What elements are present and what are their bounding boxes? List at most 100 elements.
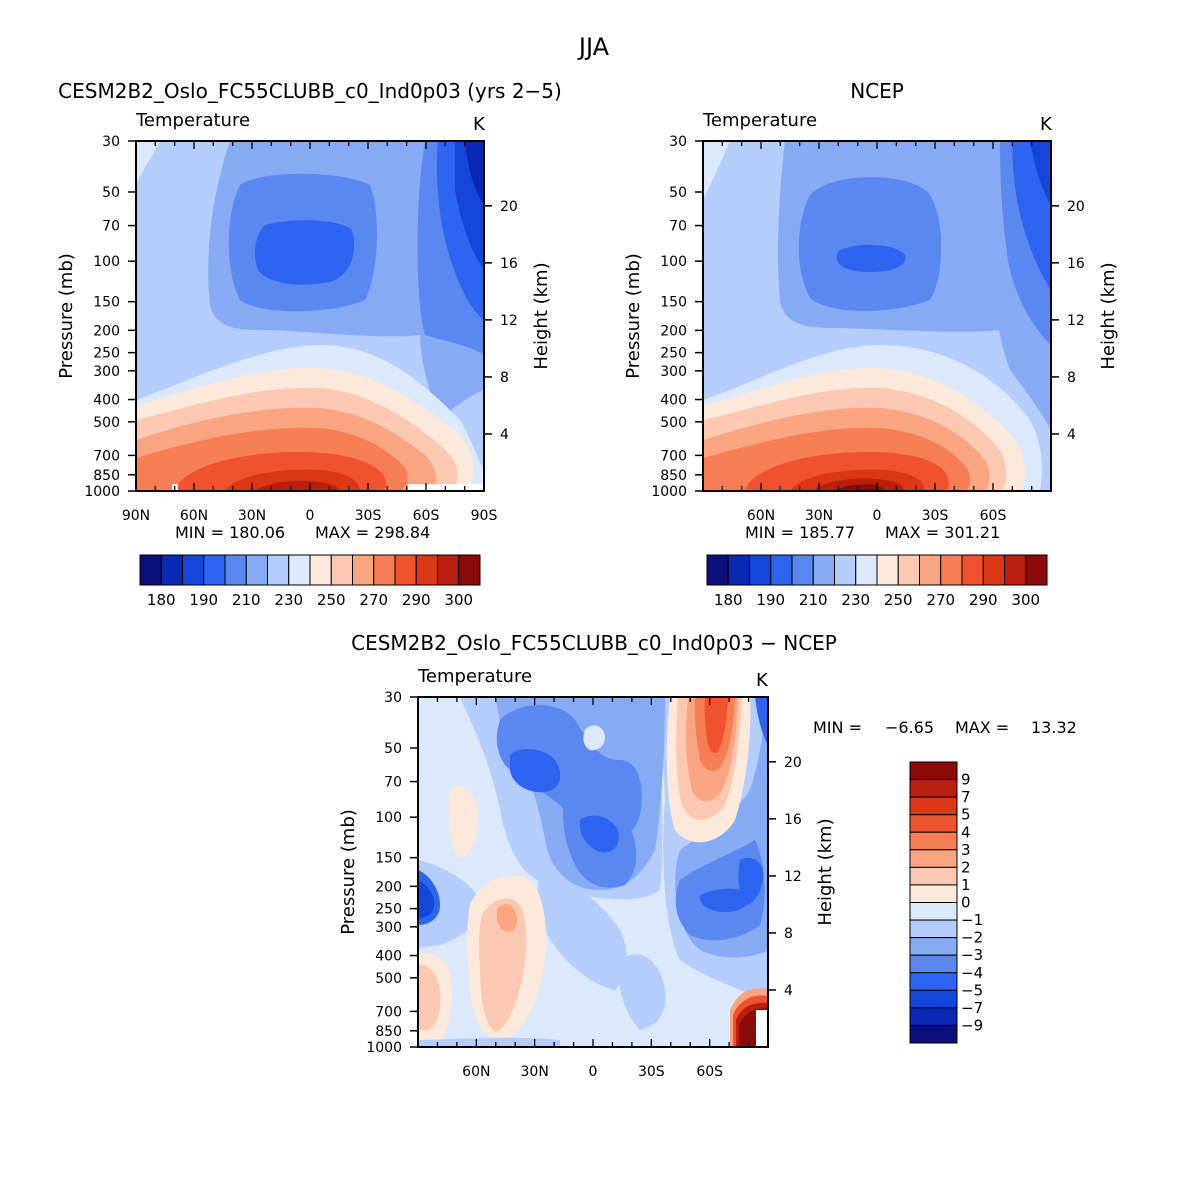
contour-band (418, 880, 435, 918)
colorbar-label: 1 (961, 876, 971, 894)
colorbar-swatch (330, 554, 353, 586)
height-tick-label: 12 (1067, 313, 1085, 329)
colorbar-swatch (749, 554, 772, 586)
latitude-tick-label: 0 (589, 1064, 598, 1080)
contour-band (537, 870, 627, 990)
latitude-tick-label: 60N (462, 1064, 490, 1080)
colorbar-swatch (909, 831, 958, 851)
panel-obs-units: K (1040, 114, 1053, 135)
contour-band (255, 480, 339, 491)
colorbar-label: 2 (961, 858, 971, 876)
colorbar-label: −2 (961, 929, 983, 947)
colorbar-label: 4 (961, 823, 971, 841)
missing-data (408, 484, 484, 491)
colorbar-swatch (909, 1007, 958, 1026)
contour-band (418, 964, 441, 1030)
colorbar-swatch (352, 554, 375, 586)
pressure-tick-label: 30 (102, 134, 120, 150)
contour-band (465, 141, 484, 205)
pressure-tick-label: 1000 (651, 484, 687, 500)
panel-obs-field (703, 141, 1051, 491)
height-tick-label: 8 (784, 926, 793, 942)
colorbar-label: −7 (961, 999, 983, 1017)
panel-obs: NCEP Temperature K 305070100150200250300… (623, 79, 1119, 542)
colorbar-swatch (224, 554, 247, 586)
contour-band (448, 786, 479, 858)
latitude-tick-label: 60N (180, 508, 208, 524)
colorbar-swatch (394, 554, 417, 586)
colorbar-swatch (834, 554, 857, 586)
figure-title: JJA (577, 33, 610, 61)
colorbar-label: 290 (402, 591, 431, 609)
colorbar-swatch (437, 554, 460, 586)
contour-band (836, 244, 906, 272)
panel-model-min: MIN = 180.06 (175, 523, 285, 542)
latitude-tick-label: 30N (521, 1064, 549, 1080)
pressure-tick-label: 250 (93, 346, 120, 362)
pressure-tick-label: 200 (93, 323, 120, 339)
pressure-tick-label: 50 (102, 185, 120, 201)
panel-model-units: K (473, 114, 486, 135)
colorbar-swatch (791, 554, 814, 586)
colorbar-swatch (288, 554, 311, 586)
contour-band (496, 904, 518, 932)
panel-difference: CESM2B2_Oslo_FC55CLUBB_c0_Ind0p03 − NCEP… (338, 631, 1077, 1080)
panel-model-field (136, 141, 484, 491)
contour-band (699, 888, 751, 912)
colorbar-swatch (909, 989, 958, 1009)
colorbar-label: 190 (189, 591, 218, 609)
panel-model-max: MAX = 298.84 (315, 523, 430, 542)
latitude-tick-label: 0 (306, 508, 315, 524)
contour-band (479, 898, 527, 1032)
colorbar-swatch (897, 554, 920, 586)
colorbar-swatch (909, 884, 958, 903)
pressure-tick-label: 300 (375, 920, 402, 936)
pressure-tick-label: 100 (93, 254, 120, 270)
panel-difference-variable: Temperature (417, 666, 532, 687)
missing-data (756, 1010, 768, 1047)
height-tick-label: 16 (1067, 256, 1085, 272)
height-tick-label: 4 (784, 983, 793, 999)
panel-obs-min: MIN = 185.77 (745, 523, 855, 542)
panel-model-variable: Temperature (135, 110, 250, 131)
pressure-tick-label: 300 (660, 364, 687, 380)
colorbar-swatch (909, 761, 958, 781)
height-tick-label: 8 (1067, 370, 1076, 386)
colorbar-label: 5 (961, 806, 971, 824)
latitude-tick-label: 30N (238, 508, 266, 524)
panel-obs-title: NCEP (850, 79, 904, 103)
colorbar-label: 230 (841, 591, 870, 609)
colorbar-label: −4 (961, 964, 983, 982)
colorbar-label: 300 (444, 591, 473, 609)
pressure-tick-label: 500 (93, 415, 120, 431)
pressure-tick-label: 150 (660, 295, 687, 311)
colorbar-swatch (961, 554, 984, 586)
latitude-tick-label: 30S (922, 508, 949, 524)
contour-band (738, 858, 764, 905)
contour-band (703, 141, 730, 200)
contour-band (835, 484, 884, 491)
contour-band (798, 176, 942, 312)
pressure-tick-label: 70 (384, 775, 402, 791)
colorbar-swatch (415, 554, 438, 586)
pressure-tick-label: 300 (93, 364, 120, 380)
height-axis-title: Height (km) (815, 818, 836, 925)
colorbar-swatch (909, 1024, 958, 1044)
height-tick-label: 8 (500, 370, 509, 386)
height-tick-label: 20 (1067, 199, 1085, 215)
pressure-tick-label: 50 (669, 185, 687, 201)
contour-band (136, 141, 160, 185)
colorbar-swatch (182, 554, 205, 586)
colorbar-swatch (909, 972, 958, 991)
colorbar-label: 300 (1011, 591, 1040, 609)
pressure-tick-label: 1000 (84, 484, 120, 500)
pressure-tick-label: 30 (384, 690, 402, 706)
pressure-tick-label: 700 (660, 448, 687, 464)
height-tick-label: 4 (500, 427, 509, 443)
colorbar-label: −5 (961, 981, 983, 999)
colorbar-swatch (876, 554, 899, 586)
panel-obs-max: MAX = 301.21 (885, 523, 1000, 542)
